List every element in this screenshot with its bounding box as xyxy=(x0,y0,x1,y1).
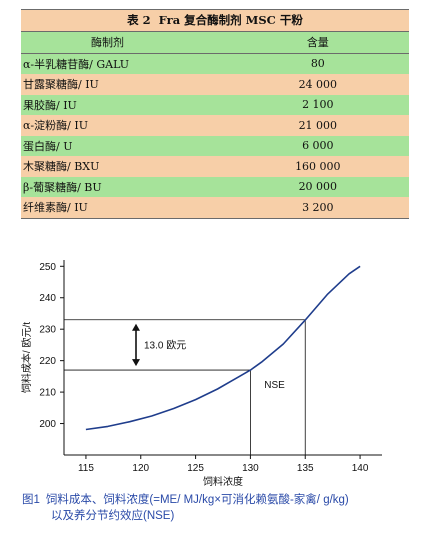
figure-label: 图1 xyxy=(22,494,40,506)
cost-curve xyxy=(85,265,361,431)
header-content: 含量 xyxy=(226,31,409,54)
caption-line-1: 图1 饲料成本、饲料浓度(=ME/ MJ/kg×可消化赖氨酸-家禽/ g/kg) xyxy=(22,492,422,508)
table-title: Fra 复合酶制剂 MSC 干粉 xyxy=(158,13,303,27)
table-row: 甘露聚糖酶/ IU 24 000 xyxy=(21,74,409,95)
enzyme-value-cell: 21 000 xyxy=(226,115,409,136)
x-tick-label: 130 xyxy=(242,463,259,474)
y-tick-label: 210 xyxy=(39,388,56,399)
enzyme-name-cell: 蛋白酶/ U xyxy=(21,135,227,156)
caption-line-2: 以及养分节约效应(NSE) xyxy=(51,510,175,522)
y-tick-label: 230 xyxy=(39,325,56,336)
x-tick-label: 120 xyxy=(132,463,149,474)
table-row: β-葡聚糖酶/ BU 20 000 xyxy=(21,176,409,197)
enzyme-value-cell: 2 100 xyxy=(226,94,409,115)
enzyme-value-cell: 20 000 xyxy=(226,176,409,197)
enzyme-name-cell: 木聚糖酶/ BXU xyxy=(21,156,227,177)
header-enzyme: 酶制剂 xyxy=(21,31,227,54)
arrow-up-head xyxy=(132,323,140,331)
figure-caption: 图1 饲料成本、饲料浓度(=ME/ MJ/kg×可消化赖氨酸-家禽/ g/kg) … xyxy=(22,492,422,524)
enzyme-value-cell: 160 000 xyxy=(226,156,409,177)
chart-axes xyxy=(63,260,382,456)
enzyme-name-cell: β-葡聚糖酶/ BU xyxy=(21,176,227,197)
table-label: 表 2 xyxy=(127,13,151,27)
chart-ticks: 115 120 125 130 135 140 200 210 220 230 240 250 xyxy=(39,262,369,474)
enzyme-table: 表 2 Fra 复合酶制剂 MSC 干粉 酶制剂 含量 α-半乳糖苷酶/ GALU… xyxy=(21,9,409,219)
x-tick-label: 140 xyxy=(352,463,369,474)
nse-label: NSE xyxy=(264,380,285,391)
arrow-down-head xyxy=(132,359,140,367)
table-body: α-半乳糖苷酶/ GALU 80 甘露聚糖酶/ IU 24 000 果胶酶/ IU 2 1… xyxy=(21,53,409,219)
table-header-row: 酶制剂 含量 xyxy=(21,31,409,54)
enzyme-data-table: 酶制剂 含量 α-半乳糖苷酶/ GALU 80 甘露聚糖酶/ IU 24 000 果胶酶… xyxy=(21,31,409,219)
x-tick-label: 135 xyxy=(297,463,314,474)
table-row: 纤维素酶/ IU 3 200 xyxy=(21,197,409,219)
cost-difference-label: 13.0 欧元 xyxy=(144,339,186,351)
enzyme-name-cell: 果胶酶/ IU xyxy=(21,94,227,115)
y-tick-label: 200 xyxy=(39,419,56,430)
x-tick-label: 115 xyxy=(78,463,94,474)
cost-curve-layer xyxy=(85,265,361,431)
enzyme-value-cell: 80 xyxy=(226,53,409,74)
y-axis-label: 饲料成本/ 欧元/t xyxy=(20,322,33,393)
reference-lines xyxy=(64,319,306,455)
enzyme-value-cell: 3 200 xyxy=(226,197,409,219)
table-caption: 表 2 Fra 复合酶制剂 MSC 干粉 xyxy=(21,9,409,31)
y-tick-label: 240 xyxy=(39,293,56,304)
table-row: 果胶酶/ IU 2 100 xyxy=(21,94,409,115)
y-tick-label: 220 xyxy=(39,356,56,367)
enzyme-value-cell: 6 000 xyxy=(226,135,409,156)
table-row: 木聚糖酶/ BXU 160 000 xyxy=(21,156,409,177)
x-axis-label: 饲料浓度 xyxy=(203,475,243,488)
caption-text-1: 饲料成本、饲料浓度(=ME/ MJ/kg×可消化赖氨酸-家禽/ g/kg) xyxy=(45,494,349,506)
enzyme-name-cell: 纤维素酶/ IU xyxy=(21,197,227,219)
enzyme-name-cell: α-淀粉酶/ IU xyxy=(21,115,227,136)
x-tick-label: 125 xyxy=(187,463,204,474)
table-row: α-淀粉酶/ IU 21 000 xyxy=(21,115,409,136)
feed-cost-chart: 115 120 125 130 135 140 200 210 220 230 240 250 13.… xyxy=(20,260,382,488)
enzyme-name-cell: α-半乳糖苷酶/ GALU xyxy=(21,53,227,74)
annotations-layer: 13.0 欧元 NSE xyxy=(132,323,285,391)
y-tick-label: 250 xyxy=(39,262,56,273)
table-row: α-半乳糖苷酶/ GALU 80 xyxy=(21,53,409,74)
enzyme-value-cell: 24 000 xyxy=(226,74,409,95)
enzyme-name-cell: 甘露聚糖酶/ IU xyxy=(21,74,227,95)
